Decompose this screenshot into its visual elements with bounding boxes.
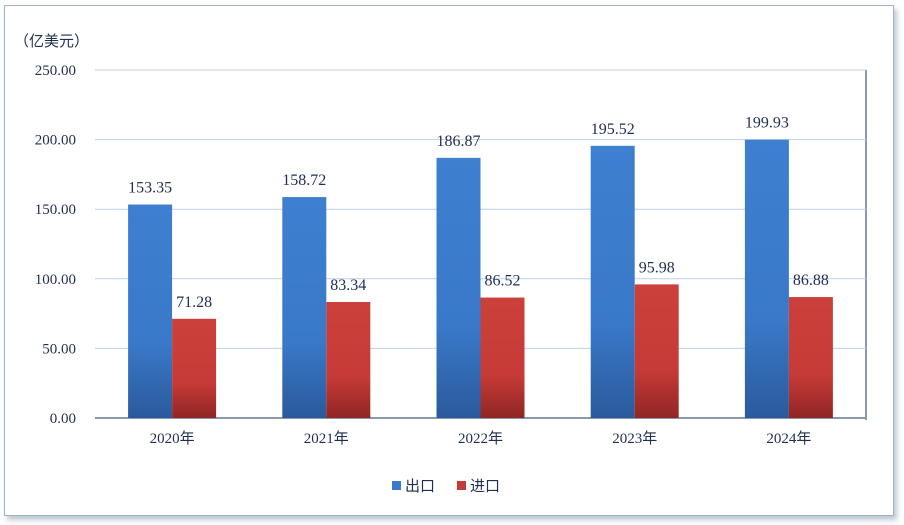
bar-export	[128, 204, 173, 418]
bar-import	[634, 284, 679, 418]
data-label-import: 71.28	[176, 294, 212, 311]
data-label-export: 158.72	[282, 172, 326, 189]
data-label-export: 195.52	[591, 121, 635, 138]
y-tick-label: 50.00	[42, 341, 76, 357]
data-label-import: 86.88	[793, 272, 829, 289]
bar-export	[590, 145, 635, 418]
y-tick-label: 0.00	[50, 411, 76, 427]
x-category-label: 2023年	[612, 430, 657, 447]
data-label-export: 153.35	[128, 180, 172, 197]
bar-import	[326, 301, 371, 418]
data-label-import: 86.52	[485, 273, 521, 290]
bar-export	[744, 139, 789, 418]
legend-swatch-import	[457, 481, 466, 490]
data-label-export: 199.93	[745, 115, 789, 132]
data-label-import: 95.98	[639, 259, 675, 276]
x-category-label: 2021年	[304, 430, 349, 447]
bar-import	[480, 297, 525, 418]
bar-import	[788, 297, 833, 418]
y-tick-label: 200.00	[35, 133, 76, 149]
x-category-label: 2022年	[458, 430, 503, 447]
x-category-label: 2024年	[766, 430, 811, 447]
legend-swatch-export	[392, 481, 401, 490]
y-tick-label: 100.00	[35, 272, 76, 288]
y-tick-label: 150.00	[35, 202, 76, 218]
legend-label-import: 进口	[470, 477, 500, 495]
y-tick-label: 250.00	[35, 63, 76, 79]
y-axis-unit-label: （亿美元）	[14, 32, 89, 50]
data-label-export: 186.87	[437, 133, 481, 150]
legend-label-export: 出口	[405, 477, 435, 495]
bar-export	[282, 197, 327, 418]
bar-export	[436, 157, 481, 418]
data-label-import: 83.34	[330, 277, 366, 294]
bar-import	[172, 318, 217, 418]
x-category-label: 2020年	[150, 430, 195, 447]
